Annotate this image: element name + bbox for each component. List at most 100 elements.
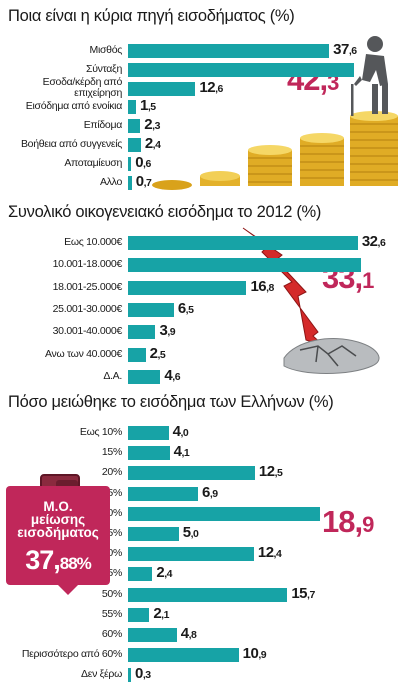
- bar-row: 25.001-30.000€ 6,5: [0, 299, 409, 319]
- category-label: Ανω των 40.000€: [45, 347, 122, 360]
- bar: [128, 138, 141, 152]
- wallet-flap-icon: [56, 480, 78, 490]
- category-label-line: 55%: [101, 607, 122, 620]
- value-label: 3,9: [159, 322, 176, 340]
- value-label: 15,7: [291, 584, 315, 602]
- bar: [128, 347, 146, 362]
- category-label: 35%: [102, 528, 122, 539]
- bar-row: 18.001-25.000€ 16,8: [0, 277, 409, 297]
- callout-tail: [58, 585, 78, 595]
- bar-row: 35% 5,0: [0, 523, 409, 543]
- value-label: 2,3: [144, 116, 160, 134]
- category-label: Εισόδημα από ενοίκια: [25, 100, 123, 113]
- value-label: 16,8: [250, 277, 274, 295]
- bar: [128, 567, 153, 582]
- category-label: Εως 10%: [80, 427, 122, 438]
- category-label: Δ.Α.: [103, 370, 122, 382]
- value-label: 6,5: [177, 299, 194, 317]
- bar: [128, 62, 355, 77]
- bar: [128, 607, 150, 622]
- bar-row: 45% 2,4: [0, 563, 409, 583]
- bar: [128, 119, 141, 134]
- bar-row: 20% 12,5: [0, 462, 409, 482]
- bar-row: Περισσότερο από 60% 10,9: [0, 644, 409, 664]
- category-label-line: Αλλο: [100, 175, 122, 188]
- category-label: 40%: [102, 548, 122, 559]
- bar: [128, 668, 132, 683]
- value-label: 0,3: [135, 665, 151, 683]
- value-label: 4,0: [172, 423, 189, 440]
- bar: [128, 466, 255, 481]
- bar: [128, 325, 156, 340]
- bar: [128, 280, 247, 295]
- category-label-line: Εως 10.000€: [64, 236, 122, 248]
- category-label: 45%: [102, 568, 122, 579]
- value-label: 1,5: [140, 97, 156, 115]
- category-label: 55%: [101, 607, 122, 620]
- category-label-line: 45%: [101, 567, 122, 580]
- bar-row: Δεν ξέρω 0,3: [0, 664, 409, 684]
- bar: [128, 302, 174, 317]
- bar-row: 10.001-18.000€: [0, 254, 409, 274]
- bar: [128, 446, 170, 461]
- bar-row: Εσοδα/κέρδη από επιχείρηση 12,6: [0, 75, 409, 99]
- bar-row: Αλλο 0,7: [0, 172, 409, 192]
- bar: [128, 44, 330, 58]
- bar-row: Σύνταξη: [0, 59, 409, 79]
- category-label: Βοήθεια από συγγενείς: [21, 139, 122, 150]
- value-label: 2,4: [156, 564, 172, 582]
- category-label-line: Βοήθεια από συγγενείς: [20, 138, 122, 150]
- bar: [128, 426, 169, 440]
- category-label-line: Εσοδα/κέρδη από: [42, 75, 123, 88]
- category-label: Σύνταξη: [86, 62, 122, 75]
- category-label-line: Επίδομα: [83, 119, 123, 132]
- callout-title: Μ.Ο. μείωσης εισοδήματος: [6, 500, 110, 540]
- income-source-section: Ποια είναι η κύρια πηγή εισοδήματος (%) …: [0, 0, 409, 195]
- category-label: 25%: [102, 487, 122, 499]
- category-label: Αλλο: [100, 175, 122, 188]
- bar-row: 55% 2,1: [0, 604, 409, 624]
- bar-row: Αποταμίευση 0,6: [0, 153, 409, 173]
- category-label: Δεν ξέρω: [81, 669, 122, 680]
- callout-value-int: 37: [25, 545, 54, 575]
- bar: [128, 100, 137, 115]
- value-label: 37,6: [333, 41, 357, 58]
- bar-row: 40% 12,4: [0, 543, 409, 563]
- bar-row: Εως 10% 4,0: [0, 422, 409, 442]
- bar-row: Βοήθεια από συγγενείς 2,4: [0, 134, 409, 154]
- bar-row: 60% 4,8: [0, 624, 409, 644]
- category-label-line: Εισόδημα από ενοίκια: [25, 100, 123, 113]
- bar: [128, 527, 179, 541]
- coin-stacks-illustration: [152, 111, 398, 190]
- bar: [128, 547, 254, 562]
- bar-row: 15% 4,1: [0, 442, 409, 462]
- bar: [128, 369, 161, 384]
- chart-title: Συνολικό οικογενειακό εισόδημα το 2012 (…: [8, 203, 322, 221]
- value-label: 2,1: [153, 604, 169, 622]
- callout-value: 37,88%: [25, 545, 92, 575]
- category-label: 25.001-30.000€: [52, 302, 123, 315]
- category-label: 60%: [102, 629, 122, 640]
- category-label-line: 15%: [101, 446, 122, 459]
- category-label-line: Μισθός: [89, 44, 123, 56]
- category-label: 10.001-18.000€: [53, 259, 123, 270]
- value-label: 12,4: [257, 544, 282, 562]
- value-label: 12,5: [258, 463, 283, 481]
- bar-row: Ανω των 40.000€ 2,5: [0, 344, 409, 364]
- callout-value-dec: 88%: [59, 554, 92, 573]
- category-label-line: Σύνταξη: [86, 62, 122, 75]
- category-label-line: Αποταμίευση: [64, 156, 122, 169]
- category-label: Εσοδα/κέρδη από επιχείρηση: [42, 75, 123, 99]
- highlight-value-label: 18,9: [322, 504, 374, 539]
- bar: [128, 236, 358, 250]
- callout-title-line: μείωσης: [30, 512, 86, 527]
- income-reduction-section: Πόσο μειώθηκε το εισόδημα των Ελλήνων (%…: [0, 388, 409, 694]
- category-label-line: 25.001-30.000€: [52, 302, 123, 315]
- bar-row: 25% 6,9: [0, 483, 409, 503]
- value-label: 2,5: [149, 344, 166, 362]
- bar-row: 30%: [0, 503, 409, 523]
- category-label-line: Ανω των 40.000€: [45, 347, 122, 360]
- value-label: 6,9: [202, 483, 218, 501]
- bar: [128, 486, 199, 501]
